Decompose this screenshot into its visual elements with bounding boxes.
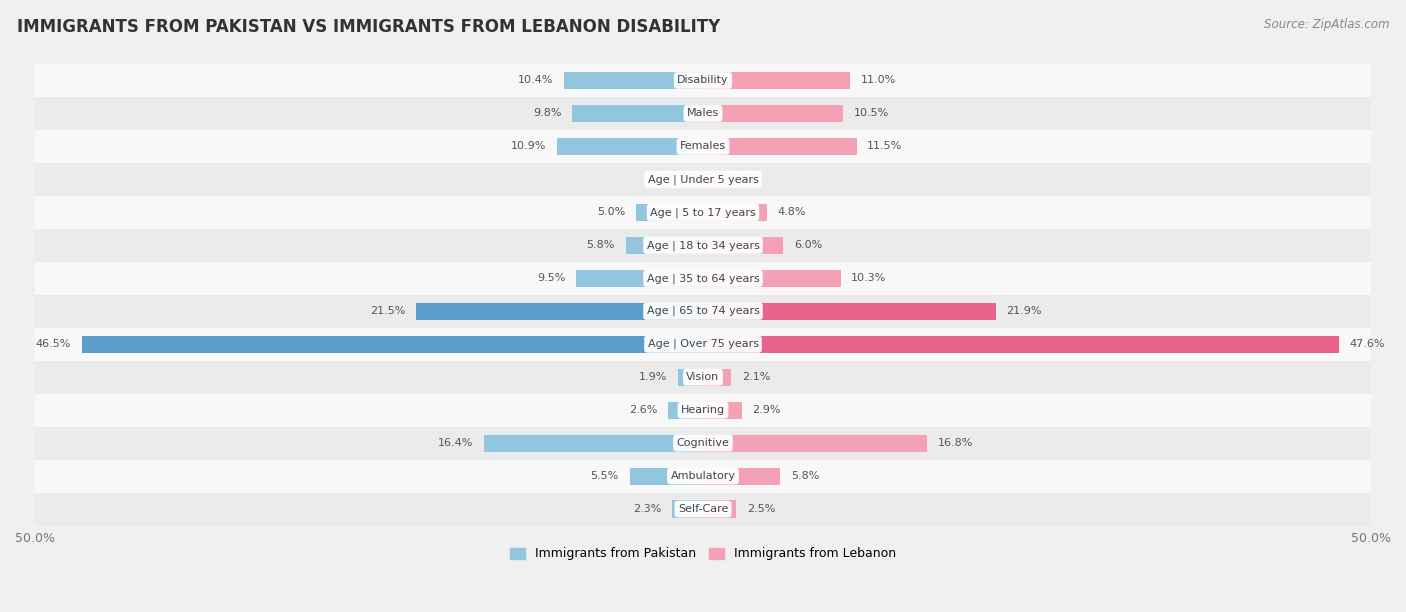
Bar	[564, 72, 703, 89]
Bar	[82, 335, 703, 353]
Bar	[630, 468, 703, 485]
Text: 9.8%: 9.8%	[533, 108, 561, 118]
Text: Age | 5 to 17 years: Age | 5 to 17 years	[650, 207, 756, 218]
Text: 2.6%: 2.6%	[630, 405, 658, 415]
Bar	[35, 196, 1371, 229]
Bar	[703, 435, 928, 452]
Text: 47.6%: 47.6%	[1350, 339, 1385, 349]
Text: 5.0%: 5.0%	[598, 207, 626, 217]
Text: Source: ZipAtlas.com: Source: ZipAtlas.com	[1264, 18, 1389, 31]
Bar	[703, 138, 856, 155]
Text: 1.2%: 1.2%	[730, 174, 758, 184]
Bar	[689, 171, 703, 188]
Bar	[557, 138, 703, 155]
Text: 5.8%: 5.8%	[586, 241, 614, 250]
Text: 16.4%: 16.4%	[437, 438, 474, 448]
Bar	[703, 303, 995, 320]
Text: 2.9%: 2.9%	[752, 405, 780, 415]
Text: 9.5%: 9.5%	[537, 274, 565, 283]
Text: 21.5%: 21.5%	[370, 306, 405, 316]
Text: 2.3%: 2.3%	[633, 504, 662, 514]
Bar	[678, 368, 703, 386]
Legend: Immigrants from Pakistan, Immigrants from Lebanon: Immigrants from Pakistan, Immigrants fro…	[505, 542, 901, 565]
Text: Age | 65 to 74 years: Age | 65 to 74 years	[647, 306, 759, 316]
Bar	[35, 295, 1371, 327]
Text: Ambulatory: Ambulatory	[671, 471, 735, 481]
Bar	[703, 204, 768, 221]
Text: Disability: Disability	[678, 75, 728, 86]
Bar	[35, 493, 1371, 526]
Text: Age | Under 5 years: Age | Under 5 years	[648, 174, 758, 185]
Bar	[35, 163, 1371, 196]
Bar	[35, 427, 1371, 460]
Text: 11.0%: 11.0%	[860, 75, 896, 86]
Text: Cognitive: Cognitive	[676, 438, 730, 448]
Text: 5.5%: 5.5%	[591, 471, 619, 481]
Bar	[572, 105, 703, 122]
Text: 1.1%: 1.1%	[650, 174, 678, 184]
Text: 6.0%: 6.0%	[794, 241, 823, 250]
Bar	[35, 97, 1371, 130]
Bar	[703, 401, 742, 419]
Bar	[35, 460, 1371, 493]
Text: 1.9%: 1.9%	[638, 372, 666, 382]
Text: Males: Males	[688, 108, 718, 118]
Bar	[703, 368, 731, 386]
Text: Females: Females	[681, 141, 725, 151]
Text: 10.3%: 10.3%	[851, 274, 887, 283]
Text: Vision: Vision	[686, 372, 720, 382]
Bar	[703, 335, 1339, 353]
Bar	[35, 394, 1371, 427]
Bar	[416, 303, 703, 320]
Bar	[35, 327, 1371, 360]
Bar	[672, 501, 703, 518]
Bar	[703, 171, 718, 188]
Text: 2.1%: 2.1%	[742, 372, 770, 382]
Bar	[35, 262, 1371, 295]
Bar	[626, 237, 703, 254]
Text: 4.8%: 4.8%	[778, 207, 806, 217]
Text: Hearing: Hearing	[681, 405, 725, 415]
Bar	[484, 435, 703, 452]
Bar	[703, 501, 737, 518]
Text: Age | 18 to 34 years: Age | 18 to 34 years	[647, 240, 759, 250]
Bar	[576, 270, 703, 287]
Text: Self-Care: Self-Care	[678, 504, 728, 514]
Text: Age | Over 75 years: Age | Over 75 years	[648, 339, 758, 349]
Bar	[703, 468, 780, 485]
Text: 10.9%: 10.9%	[512, 141, 547, 151]
Text: 5.8%: 5.8%	[792, 471, 820, 481]
Bar	[703, 105, 844, 122]
Bar	[703, 237, 783, 254]
Text: 2.5%: 2.5%	[747, 504, 776, 514]
Bar	[35, 229, 1371, 262]
Text: 16.8%: 16.8%	[938, 438, 973, 448]
Bar	[35, 130, 1371, 163]
Bar	[35, 360, 1371, 394]
Text: 10.5%: 10.5%	[853, 108, 889, 118]
Bar	[703, 270, 841, 287]
Text: 10.4%: 10.4%	[517, 75, 554, 86]
Bar	[703, 72, 851, 89]
Text: 21.9%: 21.9%	[1007, 306, 1042, 316]
Text: 11.5%: 11.5%	[868, 141, 903, 151]
Text: 46.5%: 46.5%	[35, 339, 72, 349]
Bar	[35, 64, 1371, 97]
Text: Age | 35 to 64 years: Age | 35 to 64 years	[647, 273, 759, 283]
Bar	[668, 401, 703, 419]
Text: IMMIGRANTS FROM PAKISTAN VS IMMIGRANTS FROM LEBANON DISABILITY: IMMIGRANTS FROM PAKISTAN VS IMMIGRANTS F…	[17, 18, 720, 36]
Bar	[636, 204, 703, 221]
